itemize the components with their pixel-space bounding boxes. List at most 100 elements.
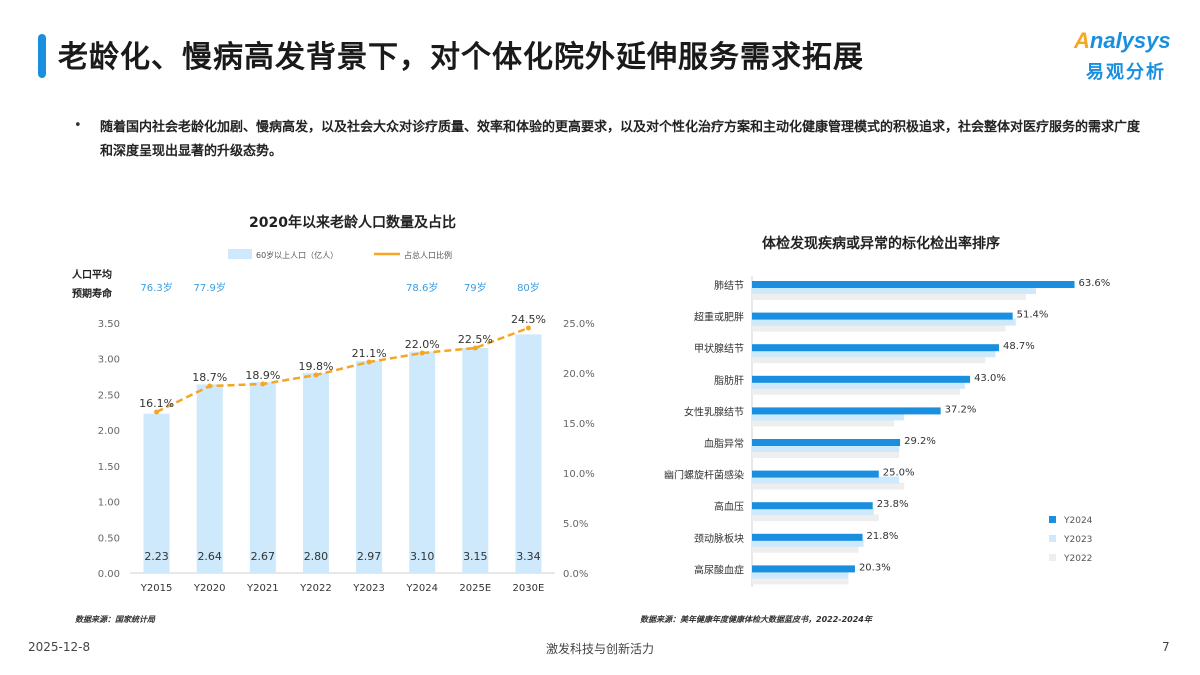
detection-rate-bar — [752, 312, 1013, 320]
right-axis-tick: 0.0% — [563, 569, 588, 580]
population-bar-label: 2.80 — [304, 550, 329, 563]
detection-rate-label: 23.8% — [877, 499, 909, 510]
life-expectancy-label-2: 预期寿命 — [72, 287, 113, 300]
left-axis-tick: 2.50 — [98, 390, 120, 401]
analysys-logo: Analysys 易观分析 — [1062, 28, 1182, 88]
ratio-point — [419, 350, 425, 356]
category-label: 肺结节 — [714, 279, 744, 292]
detection-rate-label: 63.6% — [1079, 278, 1111, 289]
detection-rate-bar — [752, 381, 965, 389]
intro-paragraph: 随着国内社会老龄化加剧、慢病高发，以及社会大众对诊疗质量、效率和体验的更高要求，… — [100, 120, 1141, 159]
legend-label: Y2022 — [1063, 554, 1092, 564]
x-axis-category: Y2015 — [140, 583, 173, 594]
detection-rate-bar — [752, 407, 941, 415]
population-bar-label: 3.10 — [410, 550, 435, 563]
logo-wordmark: Analysys — [1074, 28, 1171, 54]
footer-slogan: 激发科技与创新活力 — [545, 642, 654, 656]
legend-swatch — [1049, 535, 1056, 542]
ratio-point — [366, 359, 372, 365]
population-bar-label: 2.64 — [197, 550, 222, 563]
population-bar — [143, 413, 170, 573]
detection-rate-label: 51.4% — [1017, 310, 1049, 321]
detection-rate-bar — [752, 577, 849, 585]
legend-bar-label: 60岁以上人口（亿人） — [256, 250, 338, 260]
life-expectancy-value: 77.9岁 — [194, 281, 226, 294]
category-label: 幽门螺旋杆菌感染 — [664, 469, 744, 482]
right-axis-tick: 20.0% — [563, 369, 595, 380]
left-axis-tick: 3.00 — [98, 355, 120, 366]
detection-rate-bar — [752, 293, 1026, 300]
ratio-point — [313, 372, 319, 378]
legend-line-label: 占总人口比例 — [404, 250, 452, 260]
category-label: 血脂异常 — [704, 437, 744, 450]
legend-swatch — [1049, 554, 1056, 561]
ratio-label: 18.7% — [192, 371, 227, 384]
detection-rate-bar — [752, 539, 864, 547]
left-chart-title: 2020年以来老龄人口数量及占比 — [249, 214, 456, 231]
right-axis-tick: 25.0% — [563, 319, 595, 330]
ratio-point — [207, 383, 213, 389]
life-expectancy-label-1: 人口平均 — [72, 268, 112, 281]
population-bar — [196, 384, 223, 573]
detection-rate-bar — [752, 476, 900, 484]
left-axis-tick: 0.00 — [98, 569, 120, 580]
ratio-label: 22.5% — [458, 333, 493, 346]
population-bar — [515, 334, 542, 573]
left-chart-source: 数据来源：国家统计局 — [75, 615, 155, 624]
left-axis-tick: 3.50 — [98, 319, 120, 330]
ratio-label: 18.9% — [245, 369, 280, 382]
detection-rate-label: 43.0% — [974, 373, 1006, 384]
legend-label: Y2024 — [1063, 516, 1093, 526]
ratio-label: 21.1% — [352, 347, 387, 360]
detection-rate-label: 37.2% — [945, 404, 977, 415]
legend-bar-swatch — [228, 249, 252, 259]
category-label: 高血压 — [714, 500, 744, 513]
detection-rate-bar — [752, 451, 900, 458]
population-bar-label: 3.34 — [516, 550, 541, 563]
detection-rate-bar — [752, 439, 901, 446]
detection-rate-label: 25.0% — [883, 468, 915, 479]
life-expectancy-value: 76.3岁 — [140, 281, 172, 294]
x-axis-category: 2025E — [459, 583, 491, 594]
population-bar-label: 3.15 — [463, 550, 488, 563]
logo-letter-a: A — [1074, 28, 1090, 53]
detection-rate-bar — [752, 324, 1006, 332]
x-axis-category: Y2020 — [193, 583, 226, 594]
detection-rate-label: 21.8% — [867, 531, 899, 542]
ratio-label: 24.5% — [511, 313, 546, 326]
detection-rate-bar — [752, 571, 849, 579]
detection-rate-bar — [752, 445, 900, 452]
detection-rate-label: 29.2% — [904, 436, 936, 447]
detection-rate-bar — [752, 470, 879, 478]
page-title: 老龄化、慢病高发背景下，对个体化院外延伸服务需求拓展 — [58, 40, 864, 75]
footer-date: 2025-12-8 — [28, 640, 91, 654]
left-axis-tick: 0.50 — [98, 533, 120, 544]
population-bar-label: 2.23 — [144, 550, 169, 563]
population-bar — [409, 351, 436, 573]
left-axis-tick: 1.00 — [98, 498, 120, 509]
legend-swatch — [1049, 516, 1056, 523]
ratio-line — [156, 326, 529, 414]
detection-rate-bar — [752, 514, 879, 522]
x-axis-category: Y2021 — [246, 583, 279, 594]
life-expectancy-value: 78.6岁 — [406, 281, 438, 294]
detection-rate-bar — [752, 545, 859, 553]
category-label: 脂肪肝 — [714, 374, 744, 387]
page-number: 7 — [1162, 640, 1170, 654]
legend-label: Y2023 — [1063, 535, 1092, 545]
detection-rate-bar — [752, 350, 996, 358]
population-bar-label: 2.67 — [251, 550, 276, 563]
ratio-point — [525, 325, 531, 331]
category-label: 超重或肥胖 — [694, 311, 744, 324]
life-expectancy-value: 80岁 — [517, 281, 540, 294]
detection-rate-bar — [752, 502, 873, 510]
title-accent-bar — [38, 34, 46, 78]
right-axis-tick: 5.0% — [563, 519, 588, 530]
detection-rate-bar — [752, 482, 905, 490]
ratio-point — [260, 381, 266, 387]
detection-rate-bar — [752, 565, 855, 573]
life-expectancy-value: 79岁 — [464, 281, 487, 294]
ratio-label: 16.1% — [139, 397, 174, 410]
detection-rate-bar — [752, 375, 971, 383]
